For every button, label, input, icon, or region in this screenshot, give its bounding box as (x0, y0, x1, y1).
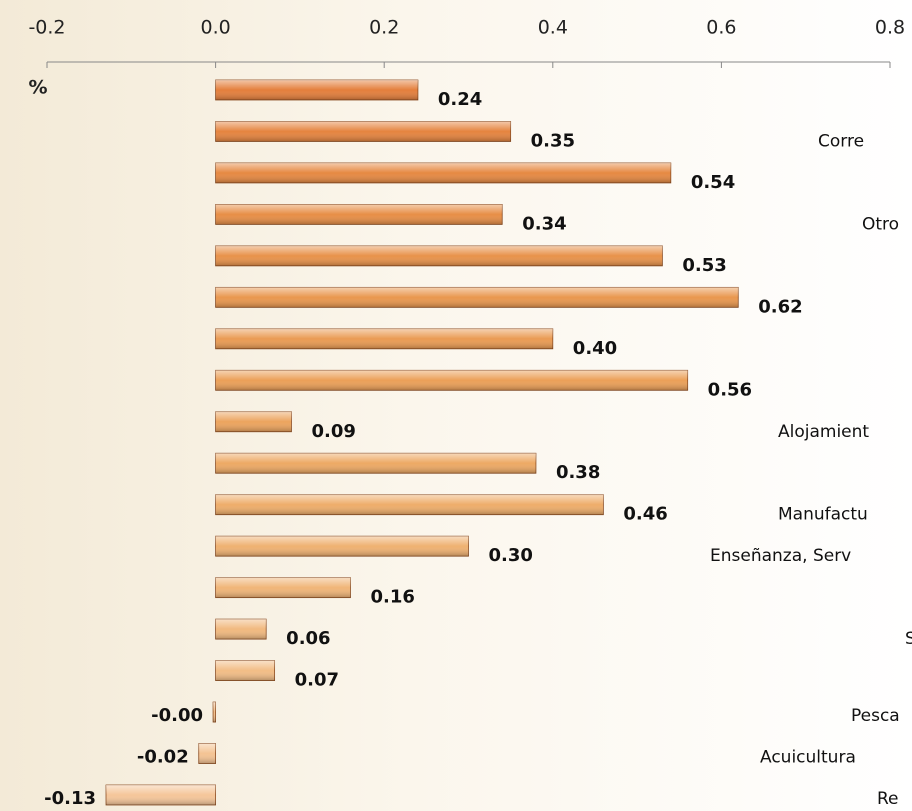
bar-shine (215, 204, 503, 225)
category-label: Pesca (851, 706, 900, 726)
bar-shine (215, 80, 418, 100)
category-label: Manufactu (778, 505, 868, 525)
category-label: S (905, 629, 912, 649)
value-label: 0.54 (691, 172, 735, 193)
x-tick-label: 0.2 (369, 17, 399, 39)
category-label: Otro (862, 214, 899, 234)
bar-shine (215, 619, 267, 640)
bar-shine (215, 536, 469, 557)
bar-shine (215, 162, 671, 183)
value-label: 0.06 (286, 628, 330, 649)
bar-shine (106, 785, 216, 805)
category-label: Acuicultura (760, 748, 856, 768)
value-label: 0.34 (522, 213, 566, 234)
x-tick-label: 0.6 (706, 17, 736, 39)
value-label: -0.00 (151, 705, 203, 726)
bar-shine (215, 660, 275, 681)
x-tick-label: 0.0 (200, 17, 230, 39)
category-label: Re (877, 789, 899, 809)
x-tick-label: 0.4 (538, 17, 568, 39)
value-label: 0.53 (682, 255, 726, 276)
bar-shine (215, 287, 739, 308)
value-label: 0.46 (623, 504, 667, 525)
value-label: 0.38 (556, 462, 600, 483)
bar-shine (215, 121, 511, 142)
bar-shine (213, 702, 216, 723)
bar-shine (215, 245, 663, 266)
value-label: 0.16 (370, 587, 414, 608)
category-label: Enseñanza, Serv (710, 546, 851, 566)
value-label: -0.02 (137, 747, 189, 768)
value-label: 0.62 (758, 296, 802, 317)
bar-shine (215, 494, 604, 515)
value-label: 0.07 (295, 670, 339, 691)
value-label: 0.30 (489, 545, 533, 566)
bar-shine (198, 743, 216, 764)
value-label: 0.56 (708, 379, 752, 400)
category-label: Alojamient (778, 422, 869, 442)
value-label: 0.35 (531, 130, 575, 151)
category-label: Corre (818, 131, 864, 151)
value-label: -0.13 (44, 788, 96, 809)
bar-shine (215, 370, 688, 391)
x-tick-label: 0.8 (875, 17, 905, 39)
bar-shine (215, 453, 536, 474)
bar-shine (215, 328, 553, 349)
bar-shine (215, 577, 351, 598)
bar-shine (215, 411, 292, 432)
value-label: 0.24 (438, 89, 482, 110)
value-label: 0.09 (311, 421, 355, 442)
x-tick-label: -0.2 (28, 17, 65, 39)
unit-label: % (28, 77, 47, 99)
value-label: 0.40 (573, 338, 617, 359)
